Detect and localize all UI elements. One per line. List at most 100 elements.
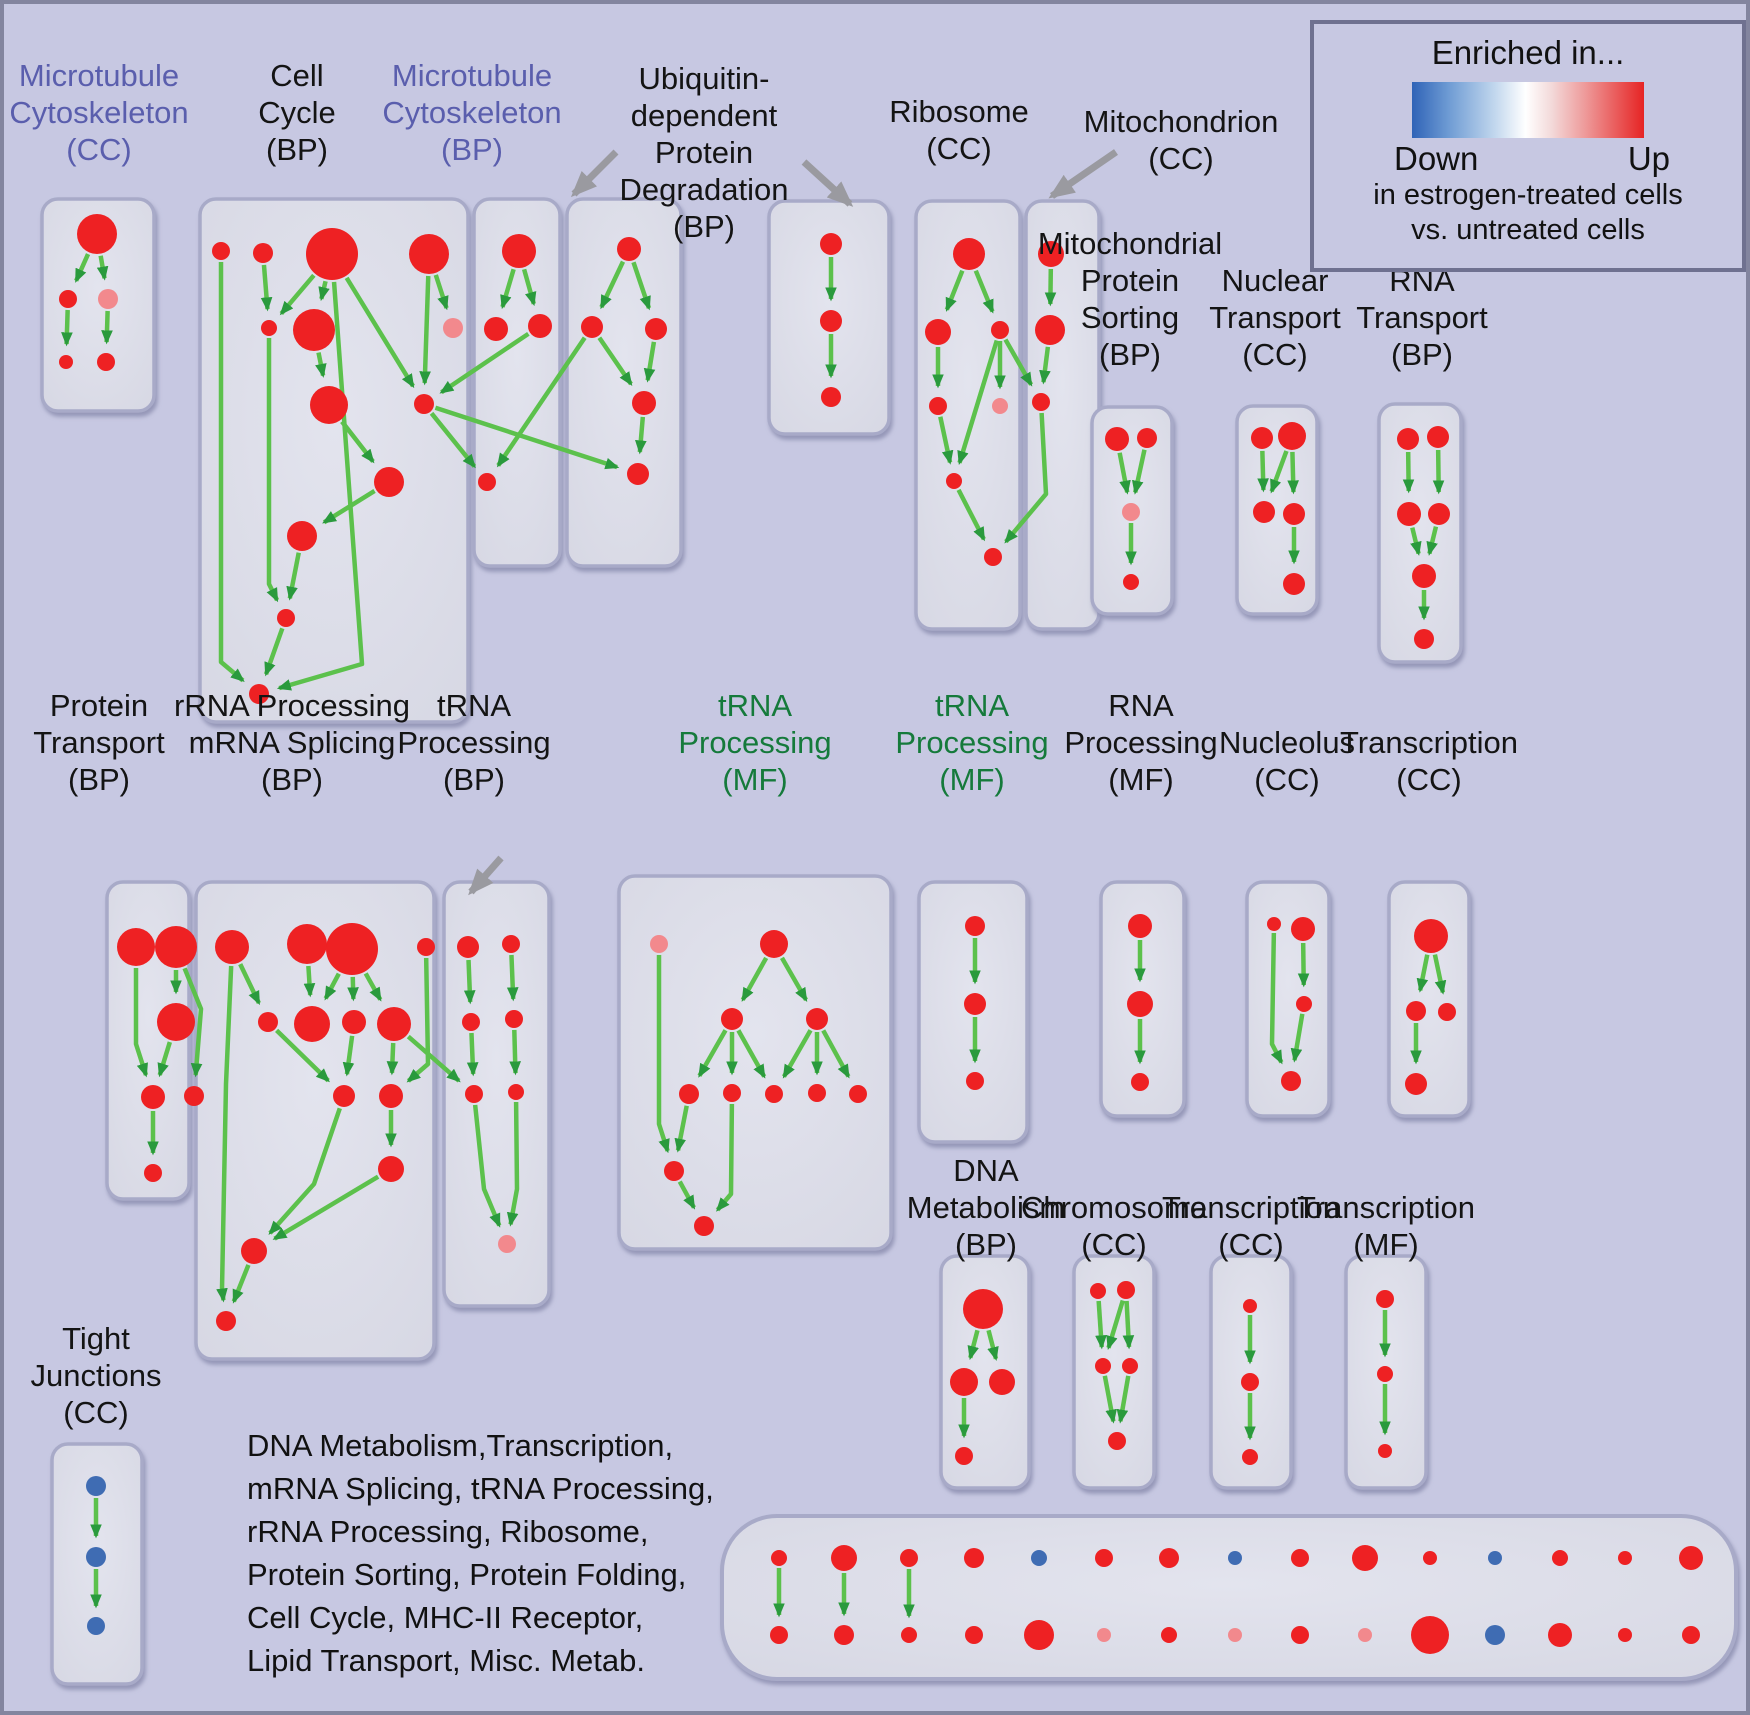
go-term-node — [849, 1085, 867, 1103]
edge-arrow — [263, 627, 285, 677]
edge-arrow — [96, 255, 109, 281]
group-label-nuclear-transport-cc: Nuclear Transport (CC) — [1209, 263, 1341, 372]
go-term-node — [1438, 1003, 1456, 1021]
edge-arrow — [956, 488, 986, 542]
strip-node-bottom — [1161, 1627, 1177, 1643]
edge-arrow — [218, 262, 245, 683]
go-term-node — [277, 609, 295, 627]
go-term-node — [1105, 427, 1129, 451]
strip-node-bottom — [1548, 1623, 1572, 1647]
go-term-node — [293, 309, 335, 351]
go-term-node — [1095, 1358, 1111, 1374]
go-term-node — [59, 290, 77, 308]
go-term-node — [627, 463, 649, 485]
group-label-microtubule-cytoskeleton-cc: Microtubule Cytoskeleton (CC) — [9, 58, 188, 167]
edge-arrow — [419, 275, 431, 386]
go-term-node — [1377, 1366, 1393, 1382]
go-term-node — [1127, 991, 1153, 1017]
edge-arrow — [1106, 1299, 1125, 1351]
text-line: mRNA Splicing, tRNA Processing, — [247, 1471, 714, 1506]
edge-arrow — [344, 276, 415, 389]
edge-arrow — [323, 972, 341, 1001]
go-term-node — [946, 473, 962, 489]
edge-arrow — [643, 341, 657, 383]
go-term-node — [1296, 996, 1312, 1012]
edge-arrow — [1432, 954, 1447, 995]
group-label-protein-transport-bp: Protein Transport (BP) — [33, 688, 165, 797]
edge-arrow — [496, 336, 587, 468]
edge-arrow — [101, 310, 113, 345]
go-term-node — [820, 310, 842, 332]
go-term-node — [963, 1289, 1003, 1329]
go-term-node — [721, 1008, 743, 1030]
edge-arrow — [434, 405, 620, 470]
edge-arrow — [1287, 451, 1299, 495]
strip-node-bottom — [901, 1627, 917, 1643]
label-pointer-arrow — [801, 159, 854, 207]
strip-node-bottom — [1485, 1625, 1505, 1645]
edge-arrow — [957, 339, 999, 466]
go-term-node — [253, 243, 273, 263]
go-term-node — [992, 398, 1008, 414]
edge-arrow — [406, 957, 431, 1083]
go-term-node — [1117, 1281, 1135, 1299]
go-term-node — [581, 316, 603, 338]
nodes-layer — [59, 214, 1703, 1654]
go-term-node — [1412, 564, 1436, 588]
group-box-microtubule-cytoskeleton-bp — [472, 197, 562, 568]
go-term-node — [760, 930, 788, 958]
go-term-node — [97, 353, 115, 371]
edge-arrow — [780, 956, 809, 1002]
go-term-node — [414, 394, 434, 414]
group-label-nucleolus-cc: Nucleolus (CC) — [1219, 725, 1355, 797]
go-term-node — [723, 1084, 741, 1102]
edge-arrow — [231, 1264, 251, 1304]
go-term-node — [989, 1369, 1015, 1395]
go-term-node — [1128, 914, 1152, 938]
group-label-mitochondrial-protein-sorting-bp: Mitochondrial Protein Sorting (BP) — [1038, 226, 1222, 372]
go-term-node — [965, 916, 985, 936]
edge-arrow — [599, 260, 626, 310]
go-term-node — [1428, 503, 1450, 525]
go-term-node — [443, 318, 463, 338]
edge-arrow — [1102, 1375, 1117, 1424]
go-term-node — [964, 993, 986, 1015]
group-box-transcription-cc-1 — [1387, 880, 1471, 1118]
text-line: rRNA Processing, Ribosome, — [247, 1514, 649, 1549]
go-term-node — [1123, 574, 1139, 590]
go-term-node — [650, 935, 668, 953]
group-label-rna-transport-bp: RNA Transport (BP) — [1356, 263, 1488, 372]
go-term-node — [1038, 241, 1064, 267]
edge-arrow — [1426, 526, 1439, 556]
go-term-node — [215, 930, 249, 964]
text-line: Cell Cycle, MHC-II Receptor, — [247, 1600, 644, 1635]
strip-node-bottom — [770, 1626, 788, 1644]
strip-node-bottom — [1618, 1628, 1632, 1642]
strip-node-top — [1552, 1550, 1568, 1566]
go-term-node — [1108, 1432, 1126, 1450]
edge-arrow — [821, 1029, 851, 1079]
edge-arrow — [656, 955, 670, 1154]
edge-arrow — [363, 972, 383, 1002]
group-label-rrna-processing-mrna-splicing-bp: rRNA Processing mRNA Splicing (BP) — [174, 688, 410, 797]
go-term-node — [249, 684, 269, 704]
group-label-chromosome-cc: Chromosome (CC) — [1021, 1190, 1207, 1262]
go-term-node — [1414, 629, 1434, 649]
edge-arrow — [315, 352, 327, 378]
edge-arrow — [472, 1104, 502, 1228]
go-term-node — [984, 548, 1002, 566]
edge-arrow — [216, 965, 234, 1303]
go-term-node — [484, 317, 508, 341]
edge-arrow — [340, 420, 375, 464]
group-label-mitochondrion-cc: Mitochondrion (CC) — [1084, 104, 1279, 176]
edge-arrow — [677, 1180, 696, 1210]
edge-arrow — [433, 274, 449, 311]
go-term-node — [925, 319, 951, 345]
go-term-node — [1414, 919, 1448, 953]
labels-layer: Microtubule Cytoskeleton (CC) Cell Cycle (BP)… — [9, 58, 1518, 1430]
go-term-node — [342, 1010, 366, 1034]
group-label-tight-junctions-cc: Tight Junctions (CC) — [31, 1321, 162, 1430]
edge-arrow — [279, 273, 316, 316]
go-term-node — [498, 1235, 516, 1253]
go-term-node — [98, 289, 118, 309]
